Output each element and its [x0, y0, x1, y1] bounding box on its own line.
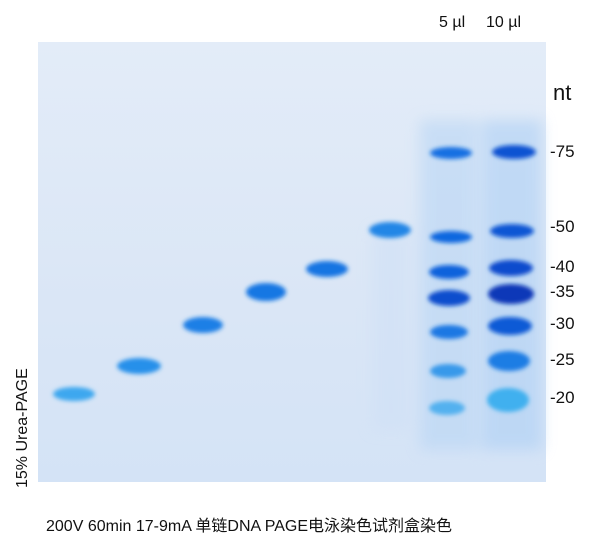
- ladder-band: [430, 231, 472, 243]
- band: [117, 358, 161, 374]
- marker-50: -50: [550, 217, 575, 236]
- band: [53, 387, 95, 401]
- lane-smears: [372, 120, 542, 450]
- marker-25: -25: [550, 350, 575, 369]
- ladder-band: [429, 265, 469, 279]
- ladder-band: [430, 364, 466, 378]
- ladder-band: [487, 388, 529, 412]
- lane-header-10ul: 10 µl: [486, 14, 522, 31]
- lane-header-5ul: 5 µl: [439, 14, 466, 31]
- ladder-band: [489, 260, 533, 276]
- marker-30: -30: [550, 314, 575, 333]
- band: [183, 317, 223, 333]
- marker-40: -40: [550, 257, 575, 276]
- ladder-band: [488, 351, 530, 371]
- marker-35: -35: [550, 282, 575, 301]
- figure-caption: 200V 60min 17-9mA 单链DNA PAGE电泳染色试剂盒染色: [46, 518, 453, 535]
- ladder-band: [428, 290, 470, 306]
- marker-75: -75: [550, 142, 575, 161]
- ladder-band: [488, 284, 534, 304]
- ladder-lane-5ul: [428, 147, 472, 415]
- ladder-band: [430, 325, 468, 339]
- ladder-lane-10ul: [487, 145, 536, 412]
- sample-bands: [53, 222, 411, 401]
- gel-percentage-label: 15% Urea-PAGE: [14, 368, 31, 488]
- marker-20: -20: [550, 388, 575, 407]
- ladder-band: [430, 147, 472, 159]
- ladder-band: [429, 401, 465, 415]
- unit-label: nt: [553, 80, 572, 105]
- band: [306, 261, 348, 277]
- ladder-band: [492, 145, 536, 159]
- band: [246, 283, 286, 301]
- ladder-band: [490, 224, 534, 238]
- band: [369, 222, 411, 238]
- ladder-band: [488, 317, 532, 335]
